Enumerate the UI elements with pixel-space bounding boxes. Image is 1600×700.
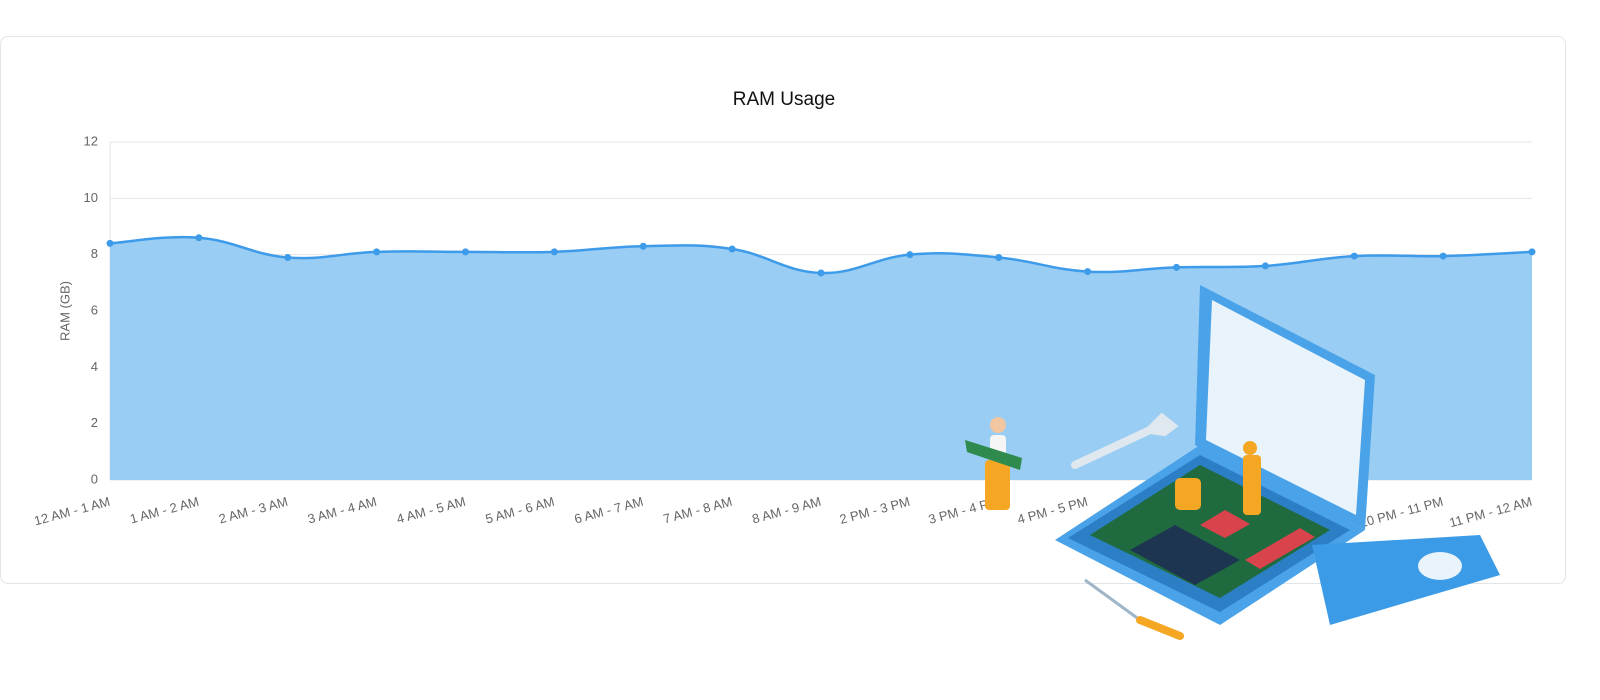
point bbox=[906, 251, 914, 259]
x-tick-label: 6 AM - 7 AM bbox=[573, 494, 645, 527]
screwdriver-handle bbox=[1136, 616, 1184, 640]
x-tick-label: 2 PM - 3 PM bbox=[838, 494, 912, 527]
point bbox=[1084, 268, 1092, 276]
worker3 bbox=[1175, 478, 1201, 510]
screen-display bbox=[1206, 300, 1365, 515]
point bbox=[550, 248, 558, 256]
screwdriver-shaft bbox=[1084, 578, 1141, 622]
point bbox=[1350, 252, 1358, 260]
point bbox=[639, 242, 647, 250]
point bbox=[1261, 262, 1269, 270]
gpu bbox=[1312, 535, 1500, 625]
cpu bbox=[1200, 510, 1250, 538]
worker2-head bbox=[1243, 441, 1257, 455]
point bbox=[373, 248, 381, 256]
y-tick-label: 4 bbox=[91, 359, 98, 374]
worker2 bbox=[1243, 455, 1261, 515]
y-tick-label: 8 bbox=[91, 246, 98, 261]
point bbox=[995, 253, 1003, 261]
chart-title: RAM Usage bbox=[733, 89, 835, 110]
chart-card bbox=[0, 36, 1566, 584]
x-tick-label: 3 AM - 4 AM bbox=[306, 494, 378, 527]
motherboard bbox=[1090, 465, 1330, 598]
point bbox=[195, 234, 203, 242]
point bbox=[284, 253, 292, 261]
gpu-fan bbox=[1418, 552, 1462, 580]
x-tick-label: 11 PM - 12 AM bbox=[1448, 494, 1534, 530]
y-tick-label: 0 bbox=[91, 471, 98, 486]
y-axis-label: RAM (GB) bbox=[57, 281, 72, 341]
ram-stick bbox=[1245, 528, 1315, 569]
x-tick-label: 2 AM - 3 AM bbox=[217, 494, 289, 527]
area bbox=[110, 237, 1532, 480]
x-tick-label: 10 PM - 11 PM bbox=[1358, 494, 1445, 531]
worker-legs bbox=[985, 460, 1010, 510]
y-tick-label: 6 bbox=[91, 302, 98, 317]
point bbox=[106, 239, 114, 247]
x-tick-label: 5 AM - 6 AM bbox=[484, 494, 556, 527]
x-tick-label: 4 PM - 5 PM bbox=[1016, 494, 1090, 527]
x-tick-label: 12 AM - 1 AM bbox=[32, 494, 111, 529]
point bbox=[1439, 252, 1447, 260]
worker-head bbox=[990, 417, 1006, 433]
illustration bbox=[965, 285, 1500, 640]
worker-board bbox=[965, 440, 1022, 470]
point bbox=[1173, 263, 1180, 271]
point bbox=[1528, 248, 1536, 256]
x-tick-label: 1 AM - 2 AM bbox=[128, 494, 200, 527]
y-tick-label: 12 bbox=[84, 133, 98, 148]
x-tick-label: 4 AM - 5 AM bbox=[395, 494, 467, 527]
x-tick-label: 7 AM - 8 AM bbox=[662, 494, 734, 527]
x-tick-label: 8 AM - 9 AM bbox=[750, 494, 822, 527]
point bbox=[462, 248, 469, 256]
point bbox=[817, 269, 825, 277]
wrench bbox=[1071, 412, 1179, 469]
y-tick-label: 2 bbox=[91, 415, 98, 430]
y-tick-label: 10 bbox=[84, 190, 98, 205]
chip bbox=[1130, 525, 1240, 585]
point bbox=[728, 245, 736, 253]
